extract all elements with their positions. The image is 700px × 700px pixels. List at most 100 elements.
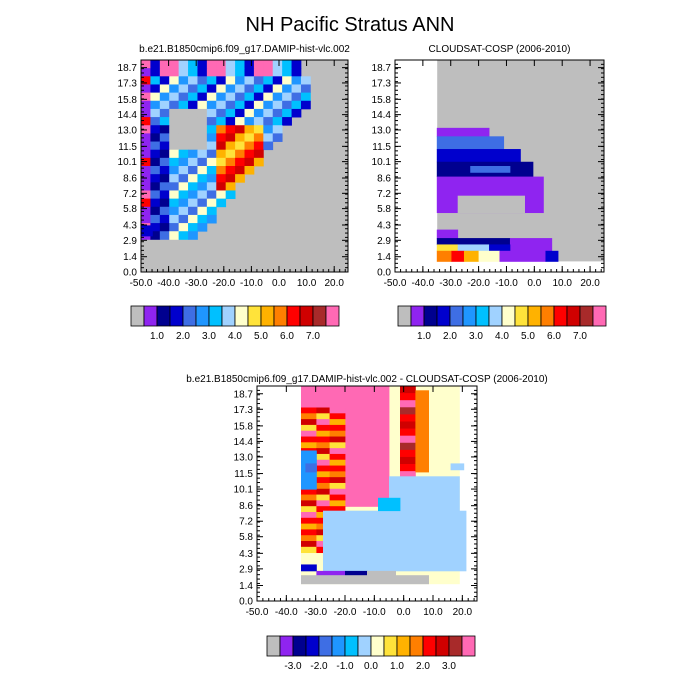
- heatmap-cell: [206, 157, 217, 167]
- colorbar-swatch: [234, 305, 249, 327]
- heatmap-cell: [291, 108, 302, 118]
- heatmap-cell: [178, 174, 189, 183]
- heatmap-cell: [291, 100, 302, 110]
- y-tick-label: 15.8: [372, 95, 392, 106]
- heatmap-cell: [216, 125, 227, 134]
- heatmap-cell: [188, 174, 198, 183]
- heatmap-cell: [329, 448, 346, 455]
- heatmap-cell: [178, 190, 189, 200]
- heatmap-cell: [235, 174, 245, 183]
- heatmap-cell: [216, 182, 227, 191]
- colorbar-swatch: [514, 305, 529, 327]
- heatmap-cell: [169, 166, 180, 175]
- heatmap-cell: [272, 76, 283, 85]
- x-tick-label: -50.0: [130, 278, 153, 289]
- heatmap-cell: [178, 149, 189, 159]
- heatmap-cell: [316, 482, 330, 490]
- heatmap-cell: [159, 108, 170, 118]
- heatmap-cell: [436, 238, 511, 245]
- colorbar-swatch: [130, 305, 145, 327]
- y-tick-label: 14.4: [234, 437, 254, 448]
- heatmap-cell: [457, 195, 525, 214]
- colorbar-swatch: [247, 305, 262, 327]
- y-tick-label: 14.4: [372, 110, 392, 121]
- heatmap-cell: [216, 157, 227, 167]
- heatmap-cell: [257, 386, 302, 602]
- heatmap-cell: [436, 244, 459, 252]
- heatmap-cell: [141, 108, 151, 118]
- colorbar-swatch: [331, 635, 346, 657]
- colorbar-label: 3.0: [469, 331, 483, 342]
- heatmap-cell: [150, 231, 161, 240]
- heatmap-cell: [291, 92, 302, 102]
- heatmap-cell: [197, 141, 208, 151]
- heatmap-cell: [225, 190, 236, 200]
- y-tick-label: 5.8: [123, 204, 137, 215]
- heatmap-cell: [225, 108, 236, 118]
- heatmap-cell: [197, 76, 208, 85]
- heatmap-cell: [329, 471, 346, 478]
- heatmap-cell: [150, 223, 161, 232]
- colorbar-label: -3.0: [284, 661, 302, 672]
- heatmap-cell: [169, 214, 180, 224]
- heatmap-cell: [329, 482, 346, 490]
- heatmap-cell: [316, 436, 330, 443]
- colorbar-swatch: [286, 305, 301, 327]
- heatmap-cell: [206, 92, 217, 102]
- heatmap-cell: [188, 76, 198, 85]
- heatmap-cell: [282, 76, 292, 85]
- heatmap-cell: [329, 477, 346, 484]
- colorbar-swatch: [436, 305, 451, 327]
- heatmap-cell: [272, 60, 283, 69]
- heatmap-cell: [216, 92, 227, 102]
- heatmap-cell: [301, 407, 317, 414]
- heatmap-cell: [272, 133, 283, 142]
- colorbar-swatch: [312, 305, 327, 327]
- heatmap-cell: [188, 190, 198, 200]
- colorbar-swatch: [409, 635, 424, 657]
- heatmap-cell: [150, 92, 161, 102]
- colorbar-swatch: [279, 635, 294, 657]
- y-tick-label: 10.1: [118, 157, 138, 168]
- heatmap-cell: [400, 456, 416, 465]
- heatmap-cell: [282, 84, 292, 94]
- heatmap-cell: [235, 92, 245, 102]
- colorbar-swatch: [592, 305, 607, 327]
- y-tick-label: 0.0: [123, 268, 137, 279]
- heatmap-cell: [188, 231, 198, 240]
- heatmap-cell: [463, 250, 479, 262]
- colorbar-swatch: [273, 305, 288, 327]
- colorbar: 1.0 2.0 3.0 4.0 5.0 6.0 7.0: [397, 305, 607, 342]
- heatmap-cell: [282, 100, 292, 110]
- heatmap-cell: [225, 174, 236, 183]
- heatmap-cell: [316, 471, 330, 478]
- heatmap-cell: [150, 214, 161, 224]
- heatmap-cell: [263, 117, 274, 126]
- heatmap-cell: [244, 141, 255, 151]
- heatmap-cell: [329, 506, 346, 513]
- x-tick-label: -30.0: [304, 607, 327, 618]
- heatmap-cell: [253, 149, 264, 159]
- colorbar: 1.0 2.0 3.0 4.0 5.0 6.0 7.0: [130, 305, 340, 342]
- heatmap-cell: [329, 459, 346, 466]
- heatmap-cell: [150, 100, 161, 110]
- heatmap-cell: [509, 238, 553, 252]
- colorbar-swatch: [435, 635, 450, 657]
- x-tick-label: -40.0: [411, 278, 434, 289]
- heatmap-cell: [159, 92, 170, 102]
- heatmap-cell: [150, 133, 161, 142]
- heatmap-cell: [178, 166, 189, 175]
- heatmap-cell: [169, 182, 180, 191]
- heatmap-cell: [159, 76, 170, 85]
- y-tick-label: 0.0: [377, 268, 391, 279]
- heatmap-cell: [197, 108, 208, 118]
- heatmap-cell: [329, 488, 346, 495]
- y-tick-label: 4.3: [123, 221, 137, 232]
- heatmap-cell: [178, 231, 189, 240]
- heatmap-cell: [197, 166, 208, 175]
- heatmap-cell: [235, 133, 245, 142]
- x-tick-label: 10.0: [423, 607, 443, 618]
- x-tick-label: 20.0: [324, 278, 344, 289]
- heatmap-cell: [206, 68, 217, 77]
